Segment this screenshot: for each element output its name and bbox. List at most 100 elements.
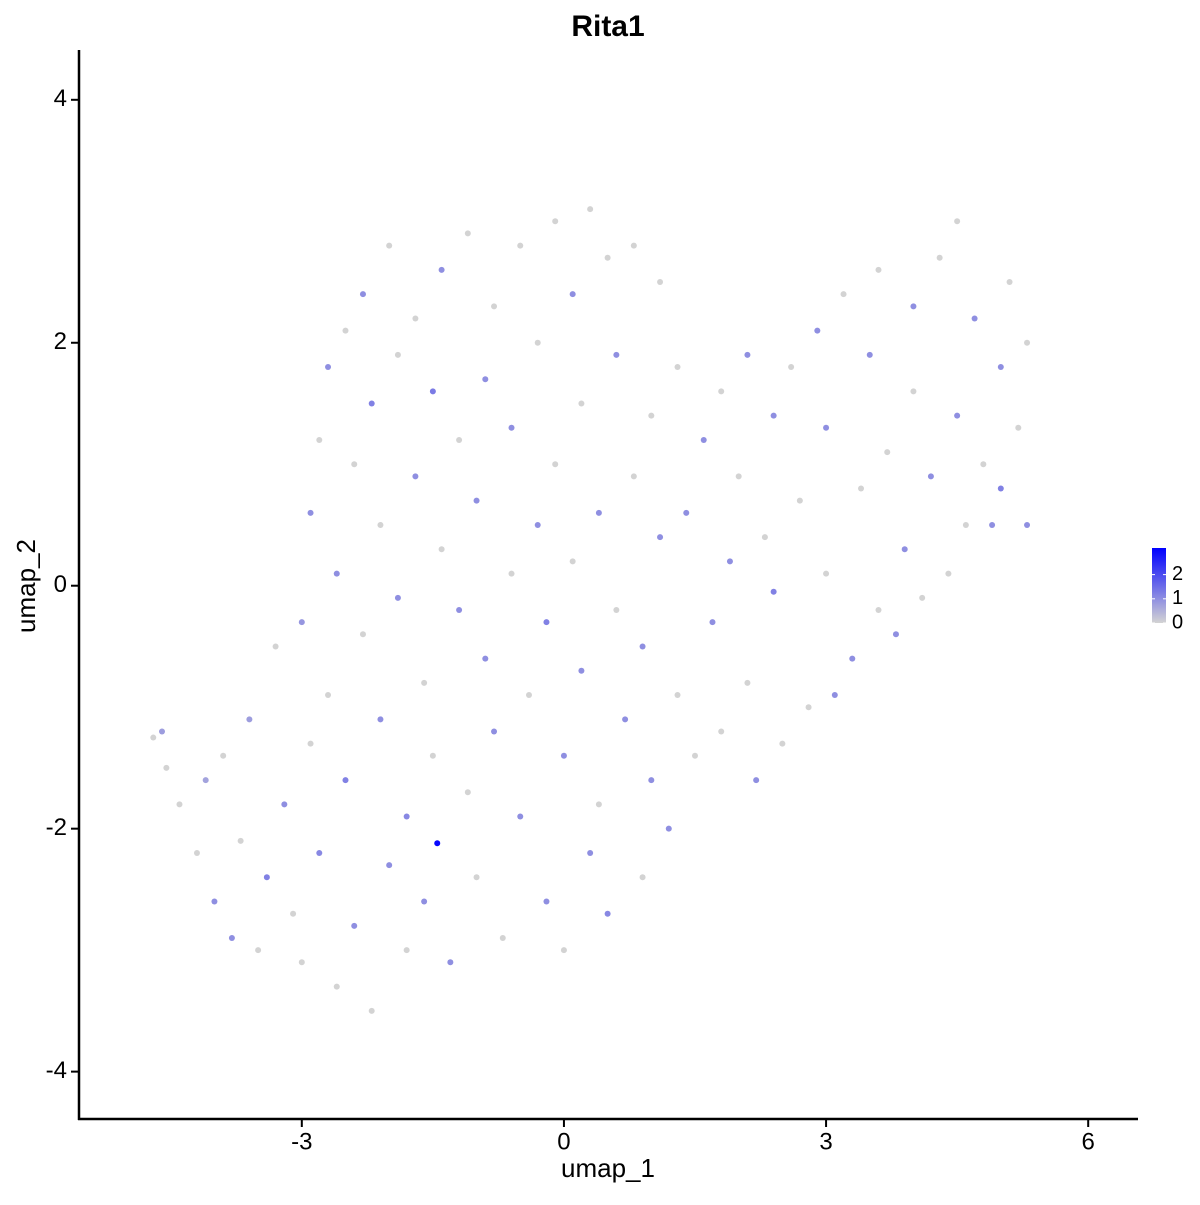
point xyxy=(237,837,244,844)
point xyxy=(377,521,384,528)
point xyxy=(351,461,358,468)
point xyxy=(840,291,847,298)
point xyxy=(359,291,366,298)
point xyxy=(211,898,218,905)
point xyxy=(630,242,637,249)
point xyxy=(316,436,323,443)
point xyxy=(761,534,768,541)
point xyxy=(517,242,524,249)
point xyxy=(434,840,441,847)
point xyxy=(613,351,620,358)
point xyxy=(858,485,865,492)
point xyxy=(980,461,987,468)
point xyxy=(473,497,480,504)
point xyxy=(508,570,515,577)
point xyxy=(814,327,821,334)
point xyxy=(412,315,419,322)
point xyxy=(892,631,899,638)
chart-title: Rita1 xyxy=(571,10,644,43)
point xyxy=(202,777,209,784)
point xyxy=(228,934,235,941)
colorbar-tick-label: 0 xyxy=(1172,611,1183,633)
point xyxy=(866,351,873,358)
point xyxy=(491,728,498,735)
point xyxy=(700,436,707,443)
point xyxy=(499,934,506,941)
point xyxy=(753,777,760,784)
point xyxy=(255,947,262,954)
point xyxy=(552,218,559,225)
point xyxy=(997,485,1004,492)
point xyxy=(709,619,716,626)
point xyxy=(997,364,1004,371)
point xyxy=(298,619,305,626)
colorbar-tick-label: 1 xyxy=(1172,587,1183,609)
point xyxy=(595,509,602,516)
point xyxy=(307,740,314,747)
point xyxy=(805,704,812,711)
point xyxy=(726,558,733,565)
point xyxy=(525,692,532,699)
y-tick-label: 4 xyxy=(54,85,67,112)
point xyxy=(831,692,838,699)
point xyxy=(648,412,655,419)
point xyxy=(429,388,436,395)
points xyxy=(150,206,1031,1014)
point xyxy=(552,461,559,468)
point xyxy=(263,874,270,881)
point xyxy=(368,1007,375,1014)
point xyxy=(875,266,882,273)
point xyxy=(770,412,777,419)
point xyxy=(927,473,934,480)
point xyxy=(377,716,384,723)
point xyxy=(290,910,297,917)
point xyxy=(622,716,629,723)
point xyxy=(159,728,166,735)
point xyxy=(534,521,541,528)
point xyxy=(823,424,830,431)
point xyxy=(569,558,576,565)
x-tick-label: 0 xyxy=(557,1128,570,1155)
point xyxy=(325,692,332,699)
point xyxy=(954,412,961,419)
point xyxy=(193,849,200,856)
point xyxy=(1024,521,1031,528)
point xyxy=(1006,279,1013,286)
point xyxy=(613,607,620,614)
point xyxy=(316,849,323,856)
point xyxy=(456,607,463,614)
point xyxy=(473,874,480,881)
point xyxy=(578,400,585,407)
point xyxy=(919,594,926,601)
point xyxy=(875,607,882,614)
point xyxy=(220,752,227,759)
x-tick-label: 6 xyxy=(1082,1128,1095,1155)
point xyxy=(421,898,428,905)
point xyxy=(910,303,917,310)
point xyxy=(945,570,952,577)
point xyxy=(560,947,567,954)
point xyxy=(517,813,524,820)
point xyxy=(307,509,314,516)
point xyxy=(595,801,602,808)
point xyxy=(163,764,170,771)
point xyxy=(342,777,349,784)
point xyxy=(150,734,157,741)
point xyxy=(587,849,594,856)
point xyxy=(962,521,969,528)
point xyxy=(464,789,471,796)
x-tick-label: 3 xyxy=(819,1128,832,1155)
point xyxy=(560,752,567,759)
point xyxy=(901,546,908,553)
point xyxy=(718,728,725,735)
point xyxy=(578,667,585,674)
y-tick-label: 2 xyxy=(54,328,67,355)
point xyxy=(665,825,672,832)
point xyxy=(971,315,978,322)
point xyxy=(456,436,463,443)
point xyxy=(630,473,637,480)
y-tick-label: -2 xyxy=(46,814,67,841)
point xyxy=(438,266,445,273)
point xyxy=(936,254,943,261)
